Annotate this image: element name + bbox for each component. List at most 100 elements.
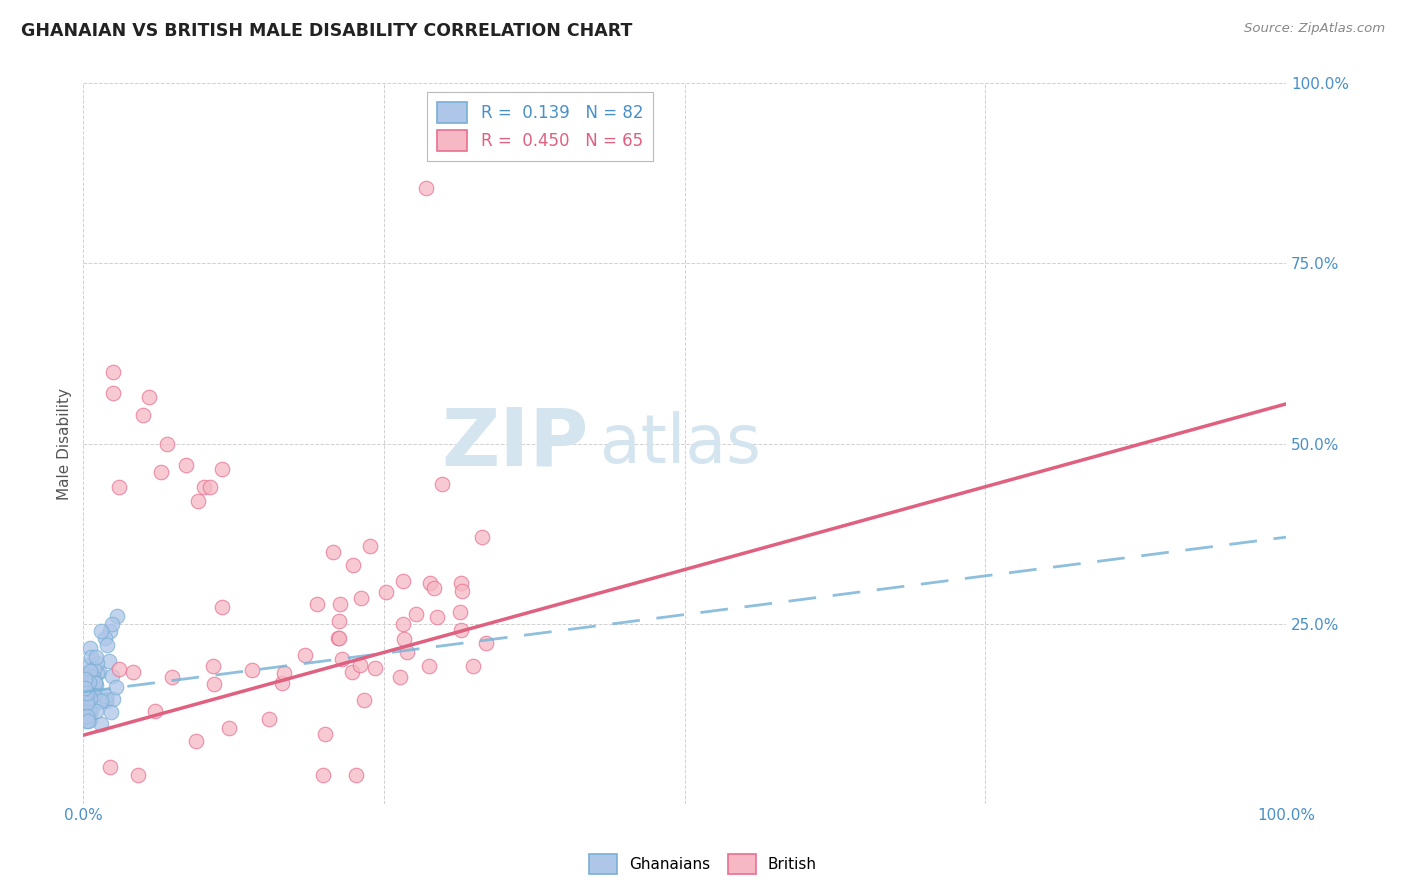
Point [96, 638, 118, 652]
Point [108, 480, 131, 494]
Point [257, 712, 280, 726]
Point [73, 690, 96, 705]
Point [75, 714, 97, 729]
Point [419, 576, 441, 591]
Point [94, 689, 117, 703]
Point [392, 632, 415, 646]
Point [75, 690, 97, 704]
Point [307, 598, 329, 612]
Point [105, 609, 128, 624]
Point [187, 494, 209, 508]
Point [294, 648, 316, 663]
Point [76, 686, 98, 700]
Point [138, 390, 160, 404]
Point [103, 692, 125, 706]
Point [314, 727, 336, 741]
Point [150, 466, 173, 480]
Point [73, 681, 96, 695]
Point [328, 614, 350, 628]
Point [79, 674, 101, 689]
Point [96, 693, 118, 707]
Point [75, 693, 97, 707]
Point [271, 676, 294, 690]
Point [83, 676, 105, 690]
Point [77, 689, 100, 703]
Legend: Ghanaians, British: Ghanaians, British [583, 848, 823, 880]
Point [475, 636, 498, 650]
Point [312, 768, 335, 782]
Point [342, 665, 364, 679]
Point [364, 661, 387, 675]
Point [391, 617, 413, 632]
Point [174, 458, 197, 472]
Point [127, 768, 149, 782]
Text: GHANAIAN VS BRITISH MALE DISABILITY CORRELATION CHART: GHANAIAN VS BRITISH MALE DISABILITY CORR… [21, 22, 633, 40]
Point [84, 674, 107, 689]
Point [79, 679, 101, 693]
Point [103, 364, 125, 378]
Point [103, 386, 125, 401]
Point [349, 657, 371, 672]
Point [461, 658, 484, 673]
Point [77, 701, 100, 715]
Legend: R =  0.139   N = 82, R =  0.450   N = 65: R = 0.139 N = 82, R = 0.450 N = 65 [427, 92, 654, 161]
Point [107, 662, 129, 676]
Point [322, 545, 344, 559]
Point [422, 581, 444, 595]
Point [76, 671, 98, 685]
Point [430, 477, 453, 491]
Point [160, 670, 183, 684]
Point [86, 656, 108, 670]
Point [202, 677, 225, 691]
Point [198, 480, 221, 494]
Point [344, 768, 367, 782]
Point [395, 645, 418, 659]
Point [76, 676, 98, 690]
Point [79, 674, 101, 689]
Point [94, 631, 117, 645]
Point [329, 597, 352, 611]
Y-axis label: Male Disability: Male Disability [58, 387, 72, 500]
Point [156, 436, 179, 450]
Point [82, 672, 104, 686]
Point [83, 688, 105, 702]
Point [77, 704, 100, 718]
Point [76, 709, 98, 723]
Point [77, 682, 100, 697]
Point [83, 670, 105, 684]
Point [79, 640, 101, 655]
Point [76, 696, 98, 710]
Point [76, 674, 98, 689]
Point [79, 707, 101, 722]
Point [80, 700, 103, 714]
Point [193, 480, 215, 494]
Point [104, 680, 127, 694]
Point [90, 691, 112, 706]
Point [273, 666, 295, 681]
Point [73, 669, 96, 683]
Point [76, 673, 98, 687]
Point [73, 682, 96, 697]
Point [201, 659, 224, 673]
Point [80, 650, 103, 665]
Point [77, 681, 100, 695]
Point [79, 664, 101, 678]
Point [79, 690, 101, 705]
Point [76, 690, 98, 705]
Point [98, 654, 121, 668]
Point [328, 632, 350, 646]
Point [83, 662, 105, 676]
Point [405, 607, 427, 622]
Point [75, 697, 97, 711]
Point [80, 682, 103, 697]
Point [100, 706, 122, 720]
Point [342, 558, 364, 573]
Point [450, 623, 472, 637]
Point [76, 685, 98, 699]
Point [218, 721, 240, 735]
Point [90, 716, 112, 731]
Point [101, 616, 124, 631]
Point [101, 669, 124, 683]
Point [449, 605, 471, 619]
Point [76, 678, 98, 692]
